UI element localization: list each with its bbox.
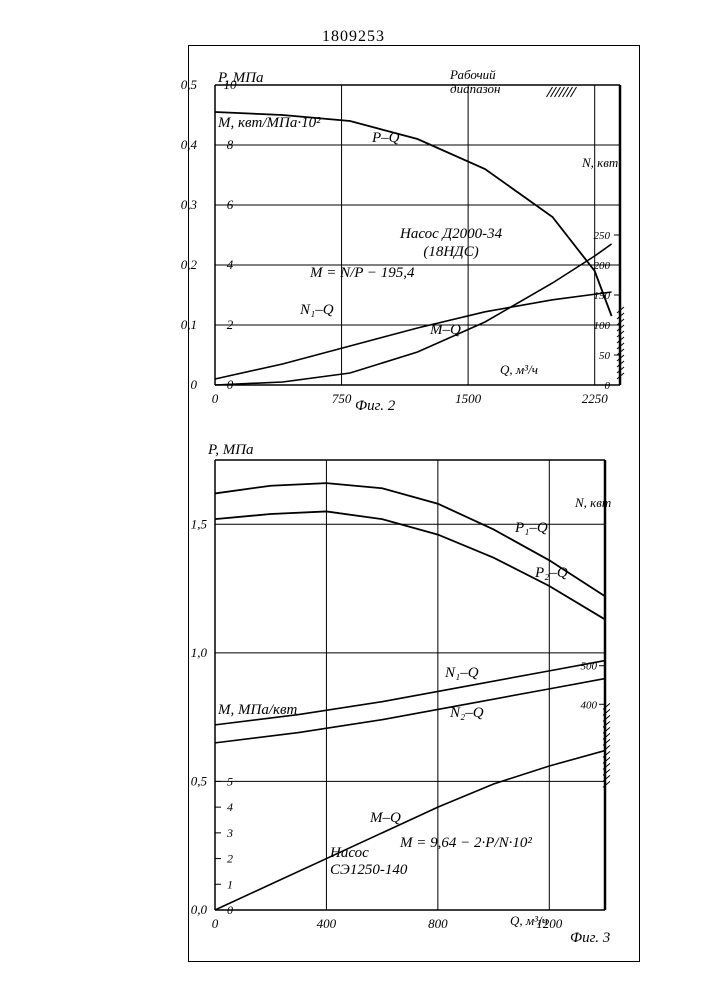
- fig2-n1q-label: N₁–Q: [300, 302, 334, 319]
- svg-text:0: 0: [191, 377, 198, 392]
- fig2-chart: 07501500225000,10,20,30,40,5024681005010…: [200, 60, 620, 415]
- svg-text:8: 8: [227, 137, 234, 152]
- fig3-pump-label: Насос СЭ1250-140: [330, 845, 407, 878]
- fig3-xlabel: Q, м³/ч: [510, 913, 548, 929]
- patent-number: 1809253: [0, 28, 707, 46]
- page: 1809253 07501500225000,10,20,30,40,50246…: [0, 0, 707, 1000]
- svg-text:0,5: 0,5: [181, 77, 198, 92]
- svg-text:400: 400: [317, 916, 337, 931]
- svg-text:1,5: 1,5: [191, 516, 208, 531]
- svg-text:1: 1: [227, 877, 233, 891]
- fig2-ylabel-p: P, МПа: [218, 70, 264, 87]
- svg-text:0: 0: [605, 380, 611, 392]
- fig2-working-range: Рабочий диапазон: [450, 68, 500, 97]
- fig3-mq-label: M–Q: [370, 810, 401, 827]
- svg-text:2250: 2250: [582, 391, 609, 406]
- svg-text:0,0: 0,0: [191, 902, 208, 917]
- fig2-xlabel: Q, м³/ч: [500, 362, 538, 378]
- svg-text:1,0: 1,0: [191, 645, 208, 660]
- svg-text:0,1: 0,1: [181, 317, 197, 332]
- svg-text:800: 800: [428, 916, 448, 931]
- fig3-chart: 040080012000,00,51,01,5012345400500 P, М…: [200, 440, 620, 950]
- svg-text:2: 2: [227, 852, 233, 866]
- svg-text:200: 200: [594, 260, 611, 272]
- fig3-formula: М = 9,64 − 2·P/N·10²: [400, 835, 532, 852]
- svg-text:0,3: 0,3: [181, 197, 198, 212]
- svg-text:1500: 1500: [455, 391, 482, 406]
- svg-text:0: 0: [212, 916, 219, 931]
- fig2-pump-label: Насос Д2000-34 (18НДС): [400, 225, 502, 261]
- svg-text:0,4: 0,4: [181, 137, 198, 152]
- svg-text:3: 3: [226, 826, 233, 840]
- fig2-mq-label: M–Q: [430, 322, 461, 339]
- svg-text:750: 750: [332, 391, 352, 406]
- fig3-p1q-label: P₁–Q: [515, 520, 548, 537]
- fig3-ylabel-p: P, МПа: [208, 442, 254, 459]
- fig2-working-range-text: Рабочий диапазон: [450, 67, 500, 96]
- svg-text:4: 4: [227, 257, 234, 272]
- fig3-p2q-label: P₂–Q: [535, 565, 568, 582]
- fig2-ylabel-n: N, квт: [582, 155, 618, 171]
- svg-text:0: 0: [212, 391, 219, 406]
- svg-text:0: 0: [227, 903, 233, 917]
- svg-text:4: 4: [227, 800, 233, 814]
- fig2-caption: Фиг. 2: [355, 398, 395, 415]
- svg-text:0,5: 0,5: [191, 773, 208, 788]
- svg-text:100: 100: [594, 320, 611, 332]
- fig2-pq-label: P–Q: [372, 130, 400, 147]
- fig3-ylabel-m: М, МПа/квт: [218, 702, 297, 719]
- svg-text:50: 50: [599, 350, 611, 362]
- svg-text:2: 2: [227, 317, 234, 332]
- fig2-formula: М = N/P − 195,4: [310, 265, 415, 282]
- fig3-pump-text: Насос СЭ1250-140: [330, 845, 407, 878]
- fig3-n1q-label: N₁–Q: [445, 665, 479, 682]
- svg-text:400: 400: [581, 699, 598, 711]
- fig2-ylabel-m: М, квт/МПа·10²: [218, 115, 321, 132]
- fig2-pump-text: Насос Д2000-34 (18НДС): [400, 226, 502, 260]
- fig3-caption: Фиг. 3: [570, 930, 610, 947]
- fig3-ylabel-n: N, квт: [575, 495, 611, 511]
- svg-text:250: 250: [594, 230, 611, 242]
- svg-text:5: 5: [227, 774, 233, 788]
- svg-text:0,2: 0,2: [181, 257, 198, 272]
- svg-text:6: 6: [227, 197, 234, 212]
- fig3-n2q-label: N₂–Q: [450, 705, 484, 722]
- fig3-svg: 040080012000,00,51,01,5012345400500: [200, 440, 620, 950]
